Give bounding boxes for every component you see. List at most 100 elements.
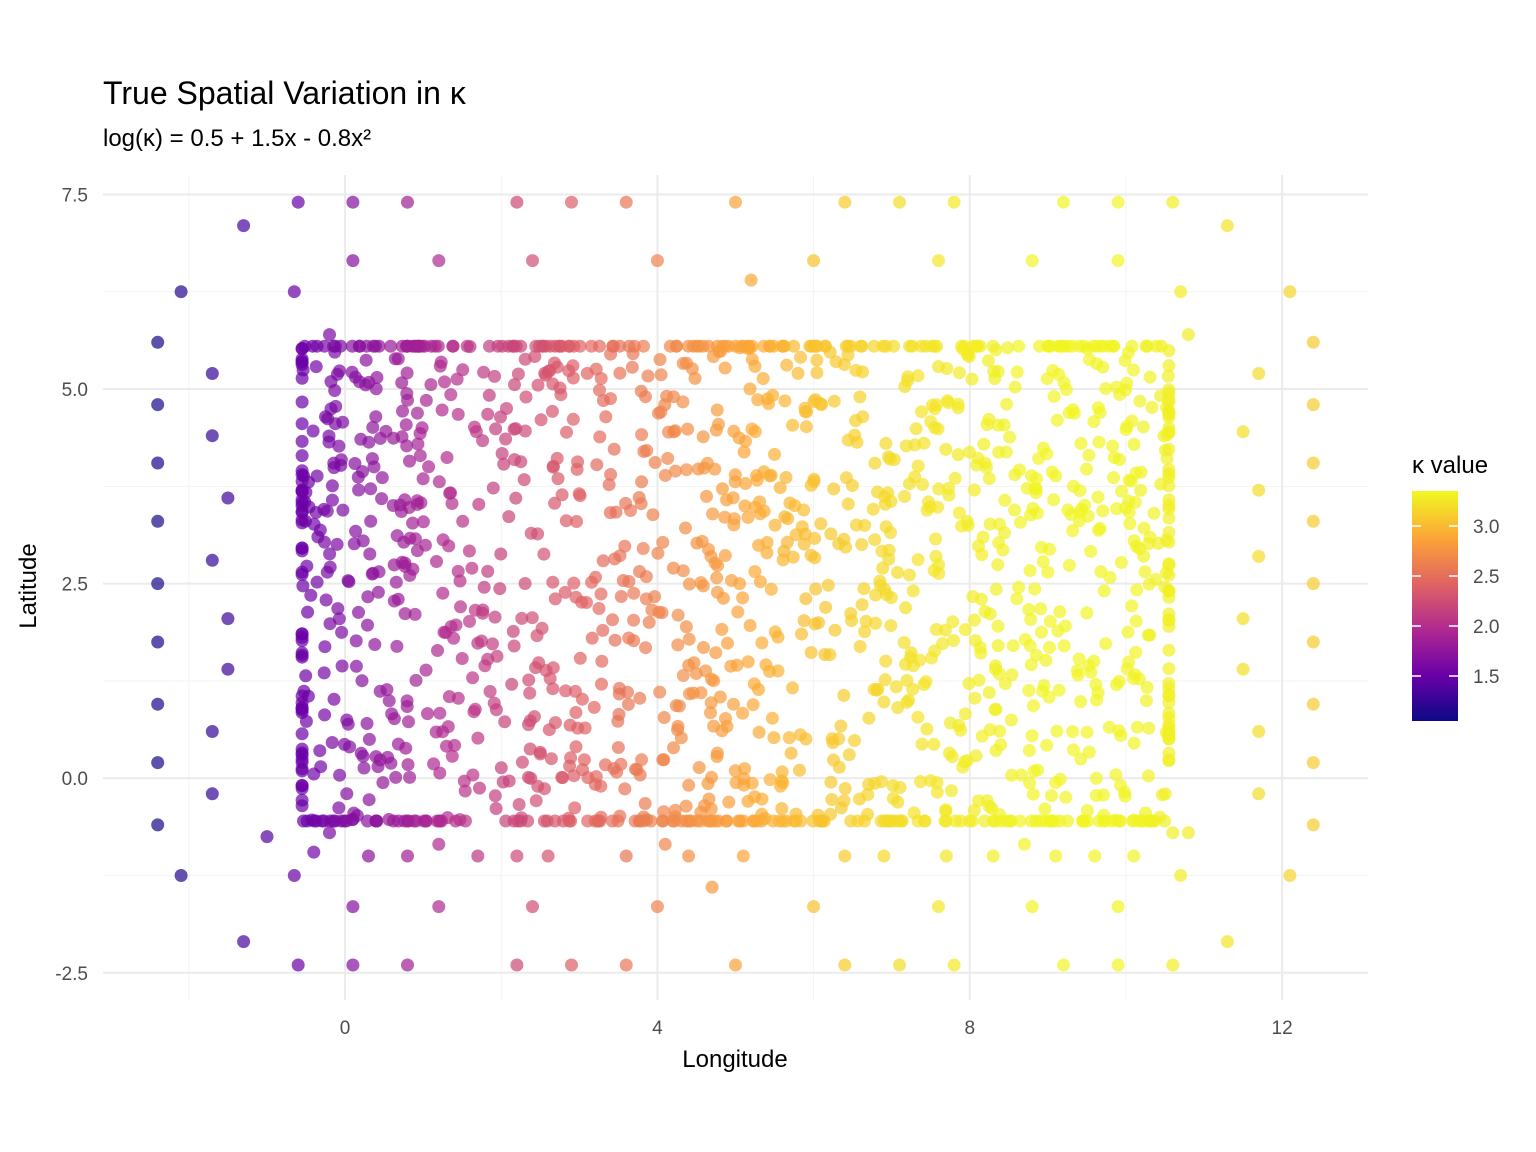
data-point [543,364,557,378]
data-point [1057,639,1071,653]
data-point [612,707,626,721]
data-point [639,641,653,655]
data-point [363,547,377,561]
data-point [401,958,414,972]
data-point [1162,721,1176,735]
data-point [349,659,363,673]
data-point [331,602,345,616]
data-point [823,648,837,662]
data-point [700,489,713,503]
data-point [1049,849,1063,863]
data-point [1306,756,1320,770]
data-point [1066,524,1080,538]
data-point [881,486,895,500]
data-point [916,478,929,491]
data-point [296,363,310,377]
data-point [359,353,373,367]
data-point [613,366,627,380]
data-point [1040,738,1054,752]
data-point [357,761,371,775]
data-point [569,740,583,754]
color-legend: κ value 1.5 2.0 2.5 3.0 [1412,452,1499,721]
data-point [893,958,906,972]
data-point [652,406,665,420]
data-point [524,771,538,785]
data-point [943,746,956,760]
data-point [328,384,342,397]
data-point [814,517,828,531]
data-point [694,576,708,590]
data-point [340,713,354,727]
data-point [1151,536,1165,550]
data-point [1080,462,1093,476]
data-point [291,958,305,972]
legend-colorbar [1412,491,1458,721]
data-point [1115,484,1129,498]
data-point [715,339,729,353]
data-point [621,697,635,711]
data-point [763,664,776,678]
data-point [743,619,757,632]
data-point [320,565,334,579]
data-point [481,407,495,421]
data-point [318,535,331,549]
data-point [517,473,531,487]
y-axis-ticks: -2.5 0.0 2.5 5.0 7.5 [55,185,88,984]
data-point [727,697,740,711]
data-point [402,715,415,729]
data-point [989,343,1003,357]
data-point [1166,195,1180,209]
data-point [524,526,538,540]
data-point [768,447,781,461]
data-point [989,744,1003,758]
data-point [1087,654,1101,668]
data-point [151,635,165,649]
data-point [1162,386,1176,400]
data-point [1004,814,1018,828]
data-point [1091,686,1105,700]
data-point [371,585,385,599]
data-point [899,601,913,615]
data-point [727,518,741,532]
data-point [379,424,393,438]
data-point [431,644,444,657]
data-point [710,403,724,417]
data-point [853,390,867,404]
data-point [752,725,766,739]
data-point [1174,285,1188,299]
data-point [487,696,501,710]
data-point [1049,469,1063,483]
data-point [1150,339,1163,353]
data-point [1003,430,1017,444]
data-point [355,674,369,688]
data-point [760,546,774,560]
data-point [1094,339,1108,353]
data-point [585,631,599,645]
data-point [430,555,443,568]
data-point [332,439,346,453]
data-point [1140,680,1154,694]
data-point [775,765,789,779]
data-point [1220,219,1234,233]
data-point [1143,370,1157,384]
data-point [1283,285,1297,299]
data-point [838,849,852,863]
data-point [686,339,700,353]
data-point [301,689,315,703]
data-point [1066,743,1080,757]
data-point [473,781,486,795]
data-point [915,405,928,419]
data-point [998,493,1012,507]
data-point [660,389,674,403]
data-point [436,533,450,547]
data-point [705,672,718,686]
data-point [966,590,980,604]
data-point [827,482,841,496]
data-point [565,195,578,209]
data-point [1033,339,1047,353]
data-point [715,622,729,636]
data-point [1062,558,1076,572]
data-point [400,439,414,453]
data-point [1008,503,1021,517]
data-point [666,561,680,575]
